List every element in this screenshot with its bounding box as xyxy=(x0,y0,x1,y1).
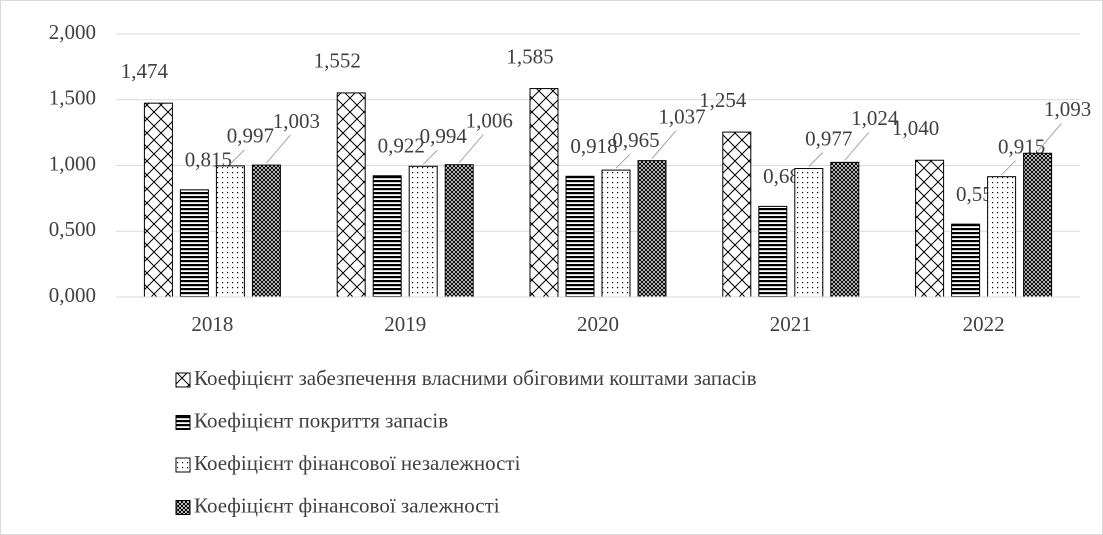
data-label: 0,997 xyxy=(227,124,274,148)
bar xyxy=(143,102,173,298)
leader-line xyxy=(1001,160,1016,176)
data-label: 1,006 xyxy=(466,109,513,133)
x-tick-label: 2018 xyxy=(191,312,233,336)
legend-label: Коефіцієнт покриття запасів xyxy=(194,408,448,432)
data-label: 1,003 xyxy=(273,109,320,133)
y-tick-label: 0,500 xyxy=(49,217,96,241)
leader-line xyxy=(230,149,245,165)
leader-line xyxy=(615,153,631,169)
leader-line xyxy=(266,134,291,164)
x-tick-label: 2019 xyxy=(384,312,426,336)
bar xyxy=(251,164,281,298)
bar xyxy=(1023,152,1053,298)
bar xyxy=(444,164,474,298)
data-label: 0,918 xyxy=(570,134,617,158)
x-tick-label: 2021 xyxy=(770,312,812,336)
leader-line xyxy=(651,130,677,159)
bar xyxy=(987,176,1017,298)
y-tick-label: 1,000 xyxy=(49,151,96,175)
legend-swatch xyxy=(175,500,191,515)
x-tick-label: 2020 xyxy=(577,312,619,336)
x-tick-label: 2022 xyxy=(963,312,1005,336)
y-tick-label: 2,000 xyxy=(49,20,96,44)
data-label: 0,994 xyxy=(420,124,468,148)
legend-swatch xyxy=(175,372,191,388)
leader-line xyxy=(808,152,824,167)
data-label: 0,965 xyxy=(612,128,659,152)
legend-label: Коефіцієнт фінансової залежності xyxy=(194,493,500,517)
bar xyxy=(794,168,824,298)
bar xyxy=(601,169,631,298)
bar xyxy=(336,92,366,298)
leader-line xyxy=(844,132,870,161)
data-label: 1,254 xyxy=(699,88,747,112)
bar xyxy=(408,165,438,298)
legend-label: Коефіцієнт забезпечення власними обігови… xyxy=(194,366,757,390)
data-label: 1,037 xyxy=(658,104,705,128)
legend-label: Коефіцієнт фінансової незалежності xyxy=(194,451,521,475)
data-label: 1,585 xyxy=(506,44,553,68)
bar xyxy=(529,88,559,298)
bar xyxy=(372,175,402,298)
data-label: 1,093 xyxy=(1044,97,1091,121)
data-label: 1,024 xyxy=(851,106,899,130)
legend-swatch xyxy=(175,457,191,473)
bar xyxy=(722,131,752,298)
data-label: 1,552 xyxy=(314,49,361,73)
bar xyxy=(758,205,788,298)
leader-line xyxy=(458,134,484,164)
data-label: 1,474 xyxy=(121,59,169,83)
bar xyxy=(830,161,860,298)
bar xyxy=(637,160,667,298)
bar xyxy=(915,159,945,298)
leader-line xyxy=(422,149,438,165)
y-tick-label: 1,500 xyxy=(49,86,96,110)
data-label: 0,977 xyxy=(805,126,852,150)
legend: Коефіцієнт забезпечення власними обігови… xyxy=(175,366,757,517)
data-label: 0,922 xyxy=(378,134,425,158)
bar xyxy=(179,189,209,298)
data-label: 1,040 xyxy=(892,116,939,140)
legend-swatch xyxy=(175,415,191,430)
y-tick-label: 0,000 xyxy=(49,283,96,307)
bar xyxy=(565,175,595,298)
bar xyxy=(951,223,981,298)
leader-line xyxy=(1037,122,1062,152)
bar xyxy=(215,165,245,298)
